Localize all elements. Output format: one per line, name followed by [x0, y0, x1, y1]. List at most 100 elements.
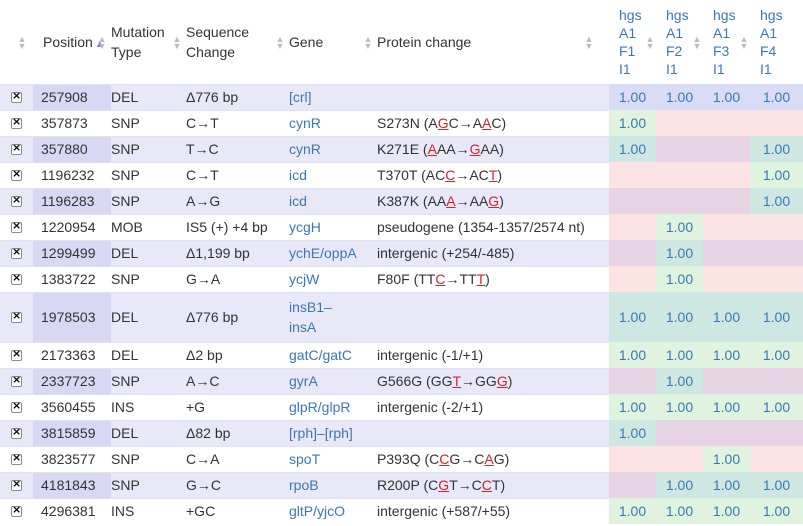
remove-row-icon[interactable]	[11, 218, 22, 234]
column-header-sample-3[interactable]: hgs A1 F3 I1 ▲ ▼	[703, 0, 750, 84]
gene-link[interactable]: icd	[289, 167, 307, 183]
column-header-position[interactable]: Position ▲	[33, 0, 111, 84]
remove-cell	[0, 419, 33, 446]
protein-change-text: T370T (AC	[377, 167, 446, 183]
mutation-type-cell: INS	[111, 497, 186, 524]
gene-link[interactable]: icd	[289, 193, 307, 209]
sample-frequency-cell	[609, 214, 656, 240]
column-header-protein-change[interactable]: Protein change ▲ ▼ ▲ ▼	[364, 0, 609, 84]
sample-frequency-cell	[750, 446, 803, 472]
sequence-change-cell: +G	[186, 393, 289, 420]
protein-change-text: K387K (AA	[377, 193, 447, 209]
protein-change-text: )	[499, 193, 504, 209]
remove-row-icon[interactable]	[11, 476, 22, 492]
column-header-mutation-type-label-2: Type	[111, 43, 142, 60]
sample-frequency-cell: 1.00	[609, 110, 656, 136]
column-header-mutation-type[interactable]: Mutation Type ▲ ▼	[98, 0, 186, 84]
gene-link[interactable]: ycjW	[289, 271, 320, 287]
protein-change-cell: T370T (ACC→ACT)	[377, 161, 609, 188]
codon-changed-base: A	[484, 451, 494, 467]
gene-cell: icd	[289, 187, 377, 214]
remove-row-icon[interactable]	[11, 88, 22, 104]
sample-header-line: hgs	[619, 7, 642, 23]
gene-link[interactable]: gatC/gatC	[289, 347, 353, 363]
codon-changed-base: C	[445, 167, 456, 183]
sample-frequency-cell	[609, 446, 656, 472]
protein-change-cell: intergenic (-1/+1)	[377, 341, 609, 368]
remove-row-icon[interactable]	[11, 308, 22, 324]
column-header-gene[interactable]: Gene ▲ ▼	[276, 0, 377, 84]
remove-cell	[0, 187, 33, 214]
remove-row-icon[interactable]	[11, 270, 22, 286]
sample-frequency-cell: 1.00	[656, 472, 703, 498]
sample-frequency-cell	[609, 368, 656, 394]
mutation-type-cell: SNP	[111, 161, 186, 188]
protein-change-text: K271E (	[377, 141, 428, 157]
remove-column-header[interactable]: ▲ ▼	[0, 0, 33, 84]
remove-row-icon[interactable]	[11, 166, 22, 182]
header-row: ▲ ▼ Position ▲ Mutation Type ▲ ▼ Sequence C…	[0, 0, 803, 84]
sort-arrows-icon: ▲ ▼	[692, 34, 702, 51]
gene-link[interactable]: rpoB	[289, 477, 319, 493]
sample-frequency-cell: 1.00	[656, 266, 703, 292]
gene-link[interactable]: ychE/oppA	[289, 245, 357, 261]
sample-frequency-cell	[656, 110, 703, 136]
gene-link[interactable]: glpR/glpR	[289, 399, 351, 415]
remove-row-icon[interactable]	[11, 244, 22, 260]
gene-cell: insB1– insA	[289, 291, 377, 342]
codon-changed-base: A	[482, 115, 492, 131]
gene-link[interactable]: spoT	[289, 451, 321, 467]
sample-frequency-cell: 1.00	[750, 84, 803, 110]
sequence-change-cell: C→T	[186, 161, 289, 188]
remove-row-icon[interactable]	[11, 140, 22, 156]
remove-row-icon[interactable]	[11, 502, 22, 518]
gene-cell: [crl]	[289, 83, 377, 110]
sample-header-line: A1	[619, 25, 637, 41]
sample-frequency-cell	[656, 420, 703, 446]
gene-cell: glpR/glpR	[289, 393, 377, 420]
sample-frequency-cell: 1.00	[750, 136, 803, 162]
sample-frequency-cell: 1.00	[750, 498, 803, 524]
protein-change-text: R200P (C	[377, 477, 439, 493]
gene-link[interactable]: gltP/yjcO	[289, 503, 346, 520]
remove-row-icon[interactable]	[11, 346, 22, 362]
sample-frequency-cell: 1.00	[703, 292, 750, 342]
remove-row-icon[interactable]	[11, 192, 22, 208]
sample-header-line: A1	[713, 25, 731, 41]
column-header-sample-1[interactable]: hgs A1 F1 I1 ▲ ▼	[609, 0, 656, 84]
sample-frequency-cell	[703, 240, 750, 266]
remove-row-icon[interactable]	[11, 398, 22, 414]
column-header-sequence-change[interactable]: Sequence Change ▲ ▼	[173, 0, 289, 84]
remove-row-icon[interactable]	[11, 114, 22, 130]
remove-row-icon[interactable]	[11, 450, 22, 466]
position-cell: 1383722	[33, 265, 111, 292]
gene-link[interactable]: cynR	[289, 115, 321, 131]
gene-link[interactable]: cynR	[289, 141, 321, 157]
position-cell: 3815859	[33, 419, 111, 446]
gene-link[interactable]: ycgH	[289, 219, 321, 235]
gene-link[interactable]: gyrA	[289, 373, 318, 389]
sample-frequency-cell: 1.00	[703, 446, 750, 472]
column-header-protein-change-label: Protein change	[377, 33, 472, 50]
sort-arrows-icon: ▲ ▼	[17, 34, 27, 51]
gene-link[interactable]: [rph]–[rph]	[289, 425, 353, 441]
column-header-sample-2[interactable]: hgs A1 F2 I1 ▲ ▼	[656, 0, 703, 84]
remove-row-icon[interactable]	[11, 372, 22, 388]
protein-change-text: AA)	[480, 141, 504, 157]
remove-row-icon[interactable]	[11, 424, 22, 440]
sample-frequency-cell	[609, 188, 656, 214]
sample-frequency-cell: 1.00	[750, 162, 803, 188]
column-header-sample-4[interactable]: hgs A1 F4 I1	[750, 0, 803, 84]
protein-change-cell: S273N (AGC→AAC)	[377, 109, 609, 136]
gene-link[interactable]: [crl]	[289, 89, 312, 105]
sort-arrows-icon: ▲ ▼	[97, 34, 107, 51]
position-cell: 1299499	[33, 239, 111, 266]
gene-link[interactable]: insB1– insA	[289, 299, 332, 335]
sample-frequency-cell	[750, 266, 803, 292]
remove-cell	[0, 341, 33, 368]
codon-changed-base: A	[446, 193, 456, 209]
column-header-sequence-change-label-1: Sequence	[186, 23, 250, 40]
